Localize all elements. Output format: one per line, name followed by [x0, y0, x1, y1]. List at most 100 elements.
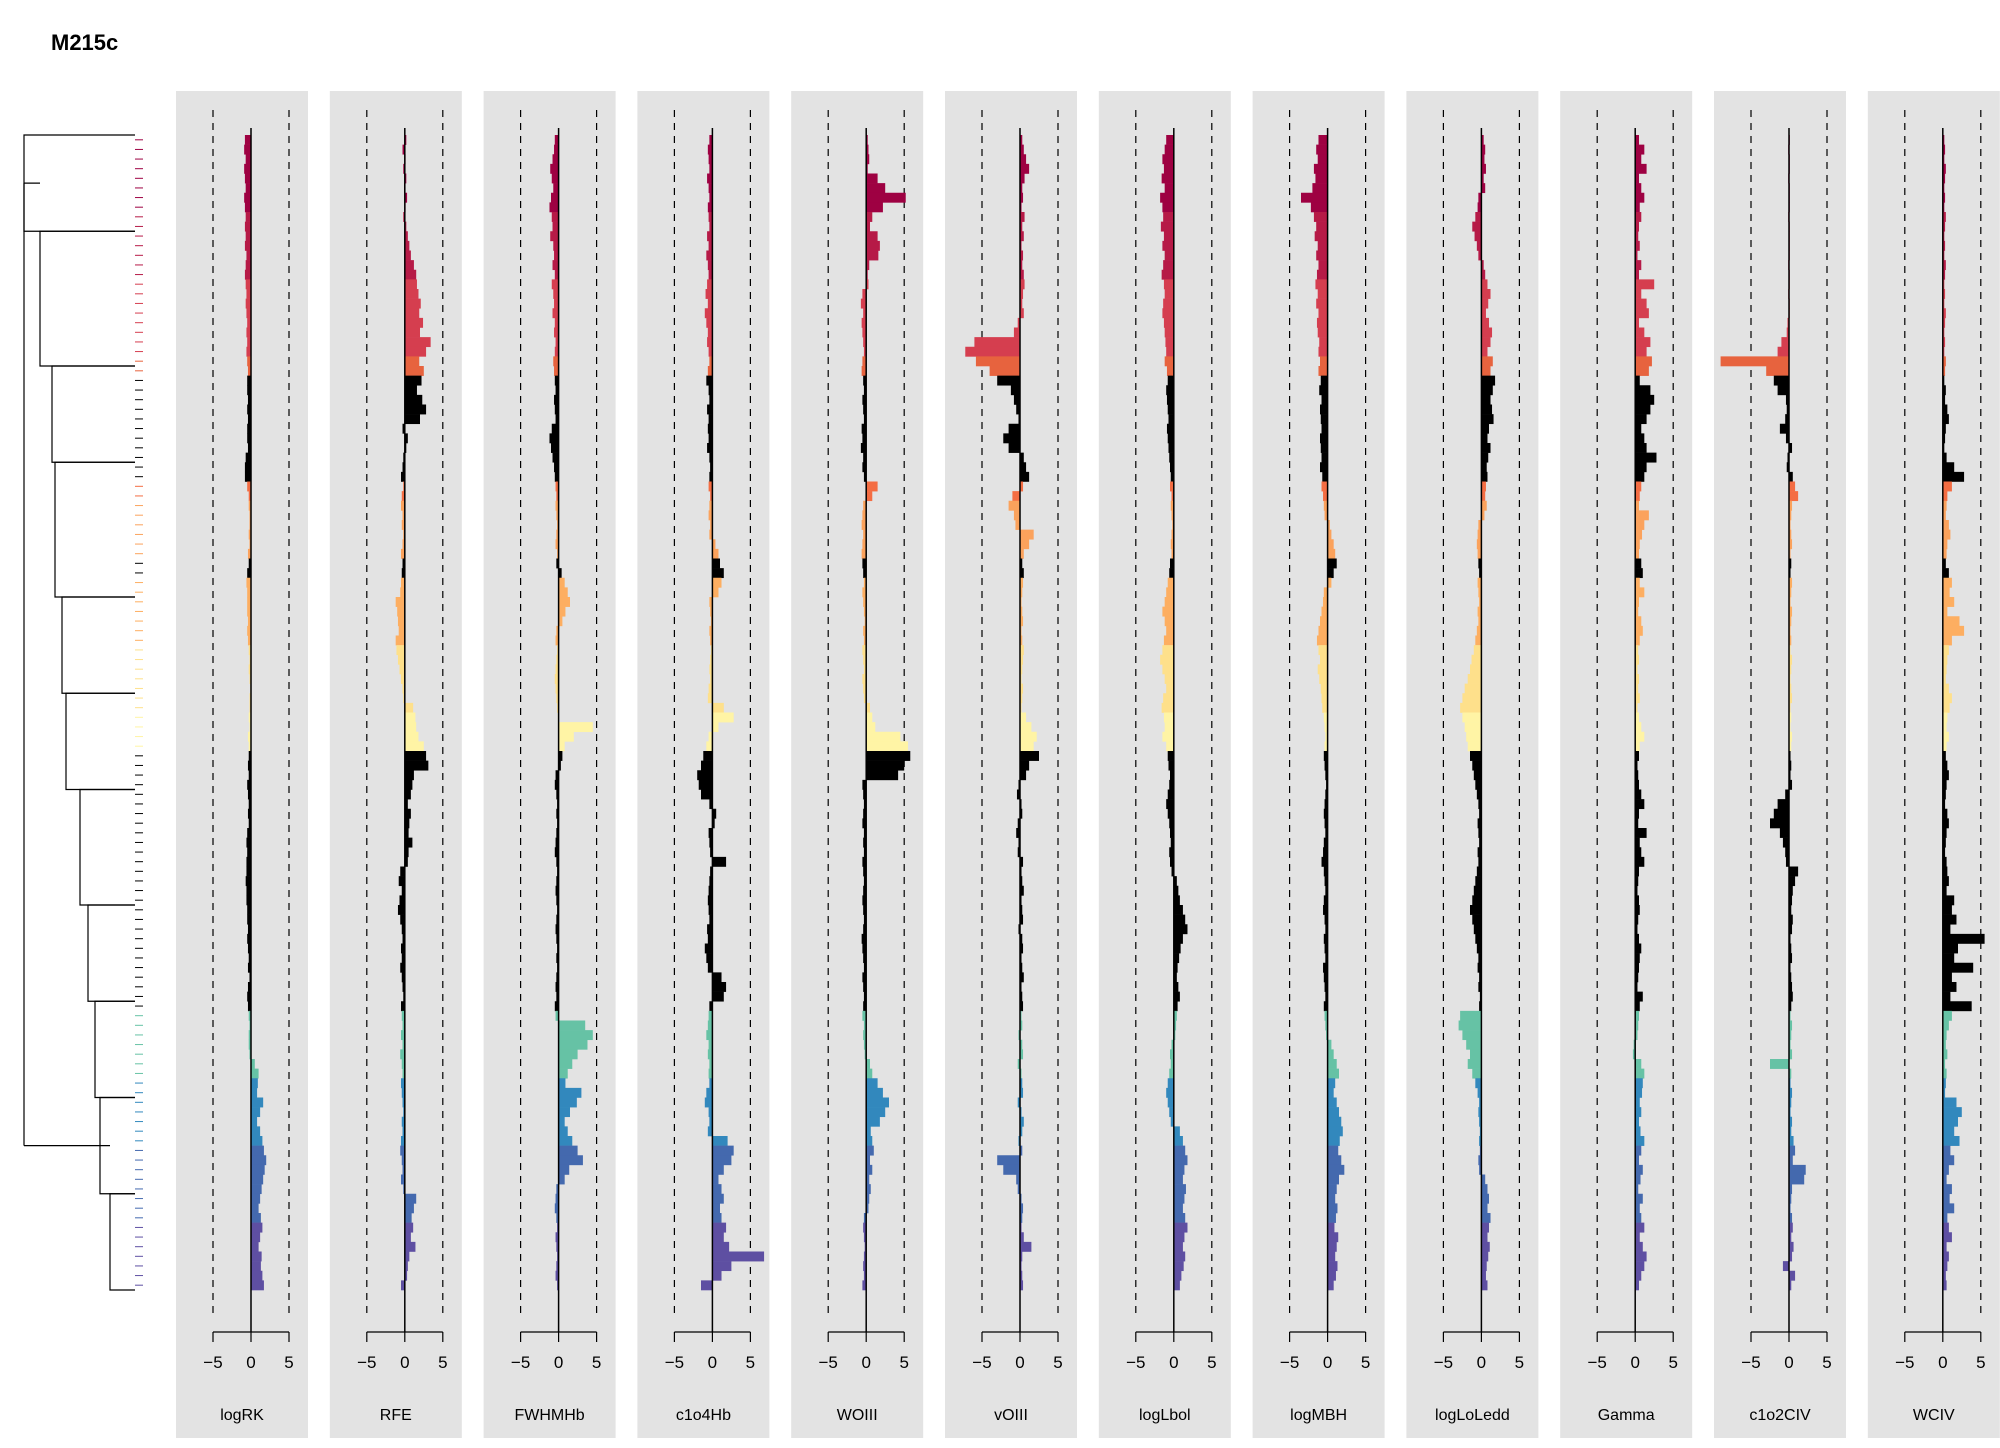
bar	[1942, 568, 1949, 579]
bar	[556, 1213, 559, 1223]
bar	[1327, 1270, 1336, 1281]
bar	[709, 914, 713, 925]
bar	[866, 163, 868, 174]
bar	[1020, 664, 1023, 675]
bar	[864, 1049, 867, 1060]
bar	[1170, 500, 1174, 511]
bar	[863, 789, 867, 800]
bar	[1470, 751, 1482, 761]
bar	[866, 760, 905, 771]
bar	[1789, 654, 1793, 665]
bar	[401, 577, 405, 588]
bar	[1020, 1116, 1024, 1127]
bar	[863, 664, 867, 675]
bar	[1170, 1059, 1174, 1069]
bar	[866, 1126, 871, 1137]
bar	[709, 799, 713, 810]
bar	[866, 1097, 889, 1108]
bar	[558, 1136, 573, 1146]
bar	[1635, 972, 1639, 983]
bar	[1327, 558, 1337, 569]
bar	[1325, 770, 1328, 781]
bar	[1635, 866, 1639, 877]
bar	[1635, 702, 1638, 713]
bar	[1942, 1020, 1949, 1031]
bar	[555, 837, 559, 848]
bar	[1020, 298, 1023, 309]
bar	[1162, 202, 1174, 213]
bar	[1942, 529, 1951, 540]
bar	[401, 1136, 405, 1146]
bar	[1173, 933, 1183, 944]
bar	[1462, 1030, 1482, 1041]
bar	[246, 308, 251, 319]
bar	[1481, 404, 1493, 415]
bar	[1173, 1136, 1183, 1146]
bar	[1173, 1232, 1185, 1243]
bar	[404, 366, 424, 376]
bar	[863, 597, 867, 607]
bar	[1481, 1213, 1491, 1223]
bar	[866, 279, 869, 290]
bar	[1942, 462, 1955, 473]
bar	[1015, 520, 1020, 530]
bar	[1171, 510, 1174, 521]
bar	[1020, 751, 1039, 761]
bar	[708, 414, 713, 425]
bar	[1789, 895, 1793, 906]
bar	[866, 1155, 870, 1166]
bar	[1777, 385, 1789, 396]
bar	[1942, 520, 1949, 530]
bar	[1173, 924, 1188, 935]
bar	[1481, 433, 1488, 444]
bar	[1789, 693, 1793, 704]
panel-label: WCIV	[1913, 1407, 1955, 1424]
bar	[1327, 1213, 1336, 1223]
bar	[558, 597, 570, 607]
bar	[1789, 991, 1793, 1002]
bar	[1020, 1107, 1022, 1118]
bar	[1020, 587, 1023, 598]
panel-label: c1o2CIV	[1749, 1407, 1811, 1424]
bar	[706, 741, 713, 752]
bar	[1323, 895, 1328, 906]
bar	[402, 423, 405, 434]
bar	[247, 1001, 251, 1012]
bar	[1789, 520, 1791, 530]
bar	[1012, 491, 1020, 502]
bar	[863, 808, 867, 819]
bar	[554, 366, 559, 376]
bar	[403, 693, 405, 704]
bar	[554, 135, 559, 145]
bar	[403, 529, 405, 540]
bar	[1942, 1116, 1958, 1127]
bar	[866, 212, 873, 222]
bar	[244, 221, 251, 232]
bar	[1635, 645, 1639, 656]
bar	[1789, 1251, 1793, 1262]
bar	[1942, 327, 1945, 338]
bar	[708, 433, 713, 444]
bar	[1942, 298, 1945, 309]
bar	[1167, 1097, 1174, 1108]
bar	[1020, 1078, 1023, 1089]
dendrogram-branch	[65, 692, 135, 791]
bar	[1020, 529, 1034, 540]
x-tick-label: 5	[1515, 1353, 1524, 1372]
bar	[712, 1174, 719, 1185]
bar	[404, 828, 409, 838]
bar	[1789, 1087, 1793, 1098]
bar	[1481, 308, 1486, 319]
bar	[1173, 1030, 1176, 1041]
bar	[1789, 1068, 1792, 1079]
bar	[1635, 982, 1638, 992]
bar	[1173, 1155, 1188, 1166]
bar	[1789, 1232, 1792, 1243]
dendrogram-branch	[39, 230, 135, 367]
bar	[1478, 856, 1482, 867]
bar	[861, 933, 867, 944]
bar	[1020, 674, 1022, 684]
bar	[1326, 779, 1328, 790]
bar	[863, 654, 867, 665]
bar	[1020, 702, 1022, 713]
